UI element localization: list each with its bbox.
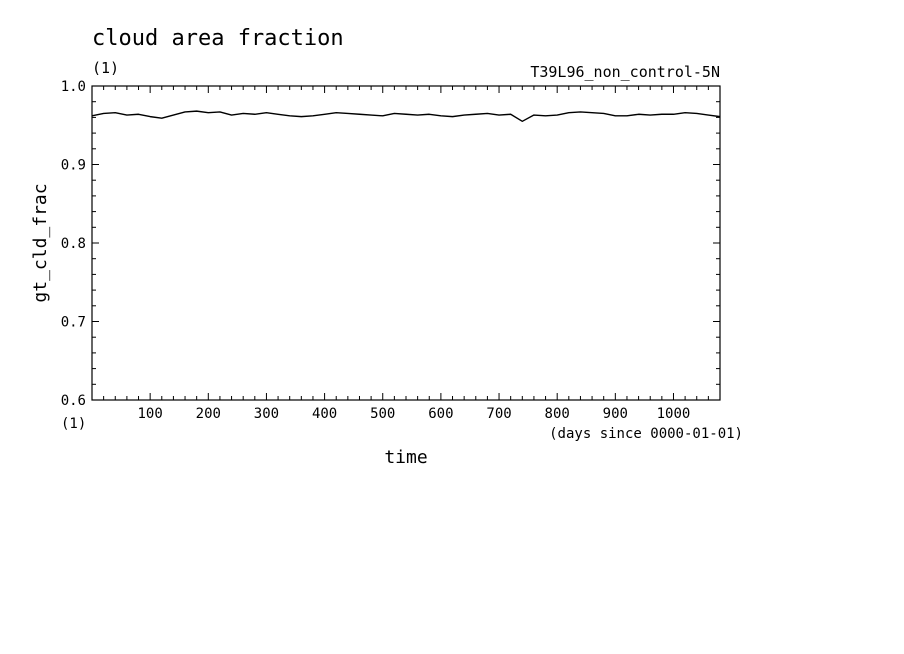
y-tick-label: 0.8 (61, 236, 86, 252)
y-tick-label: 0.6 (61, 393, 86, 409)
x-tick-label: 400 (312, 406, 337, 422)
experiment-label: T39L96_non_control-5N (530, 63, 720, 81)
chart-units-label: (1) (92, 59, 119, 77)
x-tick-label: 500 (370, 406, 395, 422)
y-axis: 0.6 0.7 0.8 0.9 1.0 (61, 79, 720, 409)
x-tick-label: 600 (428, 406, 453, 422)
plot-frame (91, 85, 721, 401)
x-tick-label: 300 (254, 406, 279, 422)
x-axis-label: time (384, 447, 427, 468)
series-line (91, 110, 721, 123)
x-tick-label: 900 (603, 406, 628, 422)
y-tick-label: 1.0 (61, 79, 86, 95)
x-tick-label: 100 (138, 406, 163, 422)
x-tick-label: 200 (196, 406, 221, 422)
x-tick-label: 700 (486, 406, 511, 422)
x-axis-units: (days since 0000-01-01) (549, 426, 743, 442)
x-axis: 100 200 300 400 500 600 700 800 900 1000 (103, 86, 709, 422)
y-axis-units: (1) (61, 416, 86, 432)
series-layer (91, 110, 721, 123)
x-tick-label: 800 (545, 406, 570, 422)
y-tick-label: 0.9 (61, 158, 86, 174)
y-axis-label: gt_cld_frac (30, 183, 51, 302)
chart-title: cloud area fraction (92, 26, 344, 51)
x-tick-label: 1000 (657, 406, 691, 422)
y-tick-label: 0.7 (61, 315, 86, 331)
